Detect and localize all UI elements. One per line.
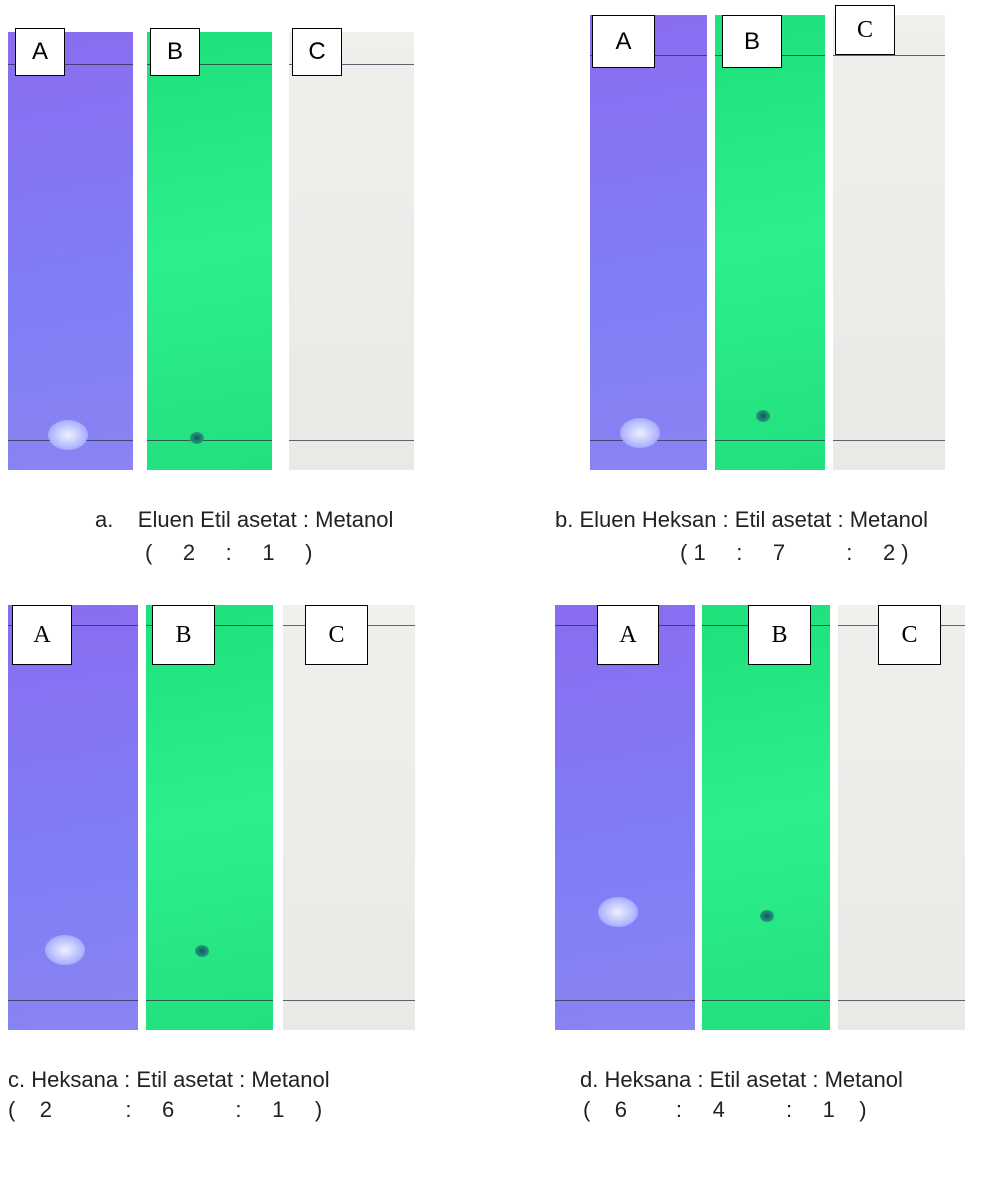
baseline bbox=[555, 1000, 695, 1001]
baseline bbox=[8, 1000, 138, 1001]
baseline bbox=[833, 440, 945, 441]
tlc-plate bbox=[8, 605, 138, 1030]
caption: b. Eluen Heksan : Etil asetat : Metanol bbox=[555, 507, 928, 532]
tlc-plate bbox=[146, 605, 273, 1030]
caption: a. Eluen Etil asetat : Metanol bbox=[95, 507, 394, 532]
baseline bbox=[146, 1000, 273, 1001]
spot bbox=[48, 420, 88, 450]
spot bbox=[756, 410, 770, 422]
spot bbox=[45, 935, 85, 965]
tlc-plate bbox=[833, 15, 945, 470]
spot bbox=[190, 432, 204, 444]
spot bbox=[760, 910, 774, 922]
plate-label: B bbox=[748, 605, 811, 665]
baseline bbox=[289, 440, 414, 441]
tlc-plate bbox=[8, 32, 133, 470]
plate-label: A bbox=[592, 15, 655, 68]
plate-label: C bbox=[305, 605, 368, 665]
spot bbox=[598, 897, 638, 927]
plate-label: A bbox=[12, 605, 72, 665]
solvent-front bbox=[833, 55, 945, 56]
spot bbox=[620, 418, 660, 448]
solvent-front bbox=[8, 625, 138, 626]
caption: ( 2 : 1 ) bbox=[145, 540, 313, 565]
caption: ( 2 : 6 : 1 ) bbox=[8, 1097, 323, 1122]
baseline bbox=[283, 1000, 415, 1001]
caption: ( 1 : 7 : 2 ) bbox=[680, 540, 909, 565]
plate-label: C bbox=[878, 605, 941, 665]
tlc-plate bbox=[590, 15, 707, 470]
tlc-plate bbox=[289, 32, 414, 470]
baseline bbox=[147, 440, 272, 441]
plate-label: A bbox=[15, 28, 65, 76]
tlc-plate bbox=[838, 605, 965, 1030]
tlc-plate bbox=[555, 605, 695, 1030]
plate-label: B bbox=[722, 15, 782, 68]
baseline bbox=[702, 1000, 830, 1001]
solvent-front bbox=[289, 64, 414, 65]
plate-label: B bbox=[152, 605, 215, 665]
caption: ( 6 : 4 : 1 ) bbox=[583, 1097, 867, 1122]
spot bbox=[195, 945, 209, 957]
plate-label: B bbox=[150, 28, 200, 76]
baseline bbox=[715, 440, 825, 441]
plate-label: C bbox=[835, 5, 895, 55]
solvent-front bbox=[8, 64, 133, 65]
baseline bbox=[838, 1000, 965, 1001]
plate-label: A bbox=[597, 605, 659, 665]
caption: c. Heksana : Etil asetat : Metanol bbox=[8, 1067, 330, 1092]
caption: d. Heksana : Etil asetat : Metanol bbox=[580, 1067, 903, 1092]
tlc-plate bbox=[702, 605, 830, 1030]
tlc-plate bbox=[283, 605, 415, 1030]
plate-label: C bbox=[292, 28, 342, 76]
tlc-plate bbox=[147, 32, 272, 470]
solvent-front bbox=[147, 64, 272, 65]
tlc-plate bbox=[715, 15, 825, 470]
